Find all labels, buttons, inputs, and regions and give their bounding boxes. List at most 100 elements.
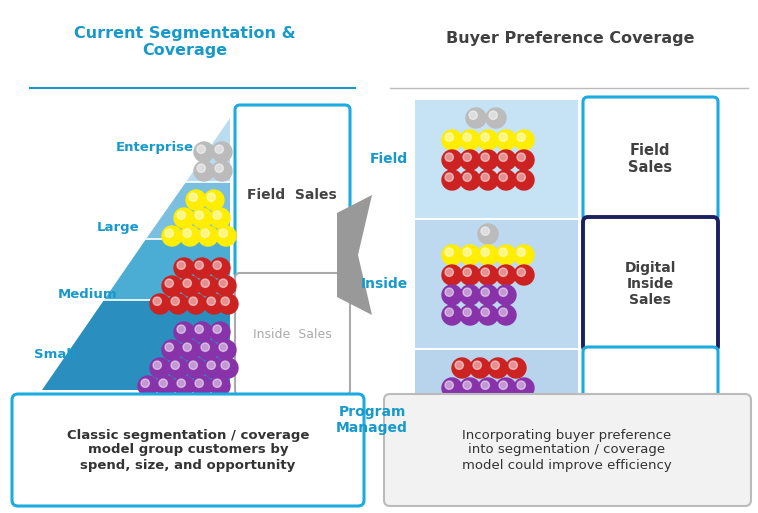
Circle shape [481, 153, 490, 162]
Circle shape [517, 381, 525, 389]
Circle shape [442, 285, 462, 305]
Circle shape [215, 164, 224, 172]
Circle shape [496, 418, 516, 438]
Circle shape [517, 421, 525, 429]
Circle shape [481, 227, 490, 235]
Circle shape [478, 245, 498, 265]
Circle shape [212, 161, 232, 181]
Circle shape [198, 226, 218, 246]
Circle shape [192, 208, 212, 228]
Circle shape [463, 173, 471, 182]
Circle shape [138, 376, 158, 396]
Text: Field
Sales: Field Sales [628, 143, 672, 175]
Circle shape [473, 441, 481, 449]
Circle shape [171, 361, 180, 369]
Circle shape [481, 173, 490, 182]
Circle shape [496, 265, 516, 285]
Circle shape [195, 211, 203, 220]
Circle shape [514, 378, 534, 398]
Circle shape [212, 142, 232, 162]
Circle shape [159, 379, 168, 387]
Circle shape [499, 308, 507, 317]
Circle shape [481, 308, 490, 317]
Circle shape [478, 224, 498, 244]
Circle shape [207, 297, 215, 305]
Circle shape [499, 133, 507, 142]
FancyBboxPatch shape [583, 347, 718, 493]
Circle shape [201, 229, 209, 238]
Circle shape [183, 279, 192, 287]
Circle shape [500, 459, 509, 467]
FancyBboxPatch shape [384, 394, 751, 506]
Circle shape [174, 322, 194, 342]
Circle shape [210, 208, 230, 228]
Circle shape [482, 459, 490, 467]
Polygon shape [42, 300, 230, 390]
Circle shape [153, 297, 161, 305]
Circle shape [496, 398, 516, 418]
Circle shape [174, 376, 194, 396]
Circle shape [162, 340, 182, 360]
Circle shape [506, 438, 526, 458]
Circle shape [445, 308, 453, 317]
Circle shape [460, 305, 480, 325]
Circle shape [517, 153, 525, 162]
Circle shape [215, 145, 224, 153]
Text: Program
Managed: Program Managed [336, 405, 408, 435]
Circle shape [509, 361, 518, 369]
Circle shape [452, 438, 472, 458]
Circle shape [470, 358, 490, 378]
Circle shape [150, 294, 170, 314]
Circle shape [216, 340, 236, 360]
Circle shape [192, 322, 212, 342]
Circle shape [165, 343, 174, 351]
Circle shape [221, 297, 230, 305]
Circle shape [461, 456, 481, 476]
Circle shape [207, 193, 215, 202]
Text: Medium: Medium [58, 288, 117, 302]
Circle shape [174, 208, 194, 228]
FancyBboxPatch shape [12, 394, 364, 506]
Circle shape [174, 258, 194, 278]
Circle shape [198, 340, 218, 360]
Circle shape [177, 325, 186, 333]
Circle shape [445, 421, 453, 429]
Circle shape [460, 285, 480, 305]
Circle shape [499, 421, 507, 429]
Circle shape [496, 170, 516, 190]
Circle shape [186, 358, 206, 378]
Circle shape [195, 325, 203, 333]
Circle shape [213, 211, 221, 220]
Circle shape [180, 226, 200, 246]
Circle shape [221, 361, 230, 369]
Circle shape [180, 340, 200, 360]
FancyBboxPatch shape [583, 97, 718, 221]
Circle shape [218, 358, 238, 378]
Circle shape [478, 170, 498, 190]
Circle shape [506, 358, 526, 378]
Circle shape [455, 441, 463, 449]
Circle shape [496, 245, 516, 265]
Circle shape [445, 133, 453, 142]
Circle shape [496, 305, 516, 325]
Circle shape [478, 378, 498, 398]
Circle shape [478, 150, 498, 170]
Circle shape [514, 170, 534, 190]
Text: Digital
Inside
Sales: Digital Inside Sales [625, 261, 675, 307]
Circle shape [445, 401, 453, 409]
Text: Mktg.: Mktg. [625, 412, 675, 427]
Circle shape [183, 229, 192, 238]
Circle shape [481, 288, 490, 297]
Circle shape [445, 153, 453, 162]
Circle shape [201, 343, 209, 351]
Circle shape [186, 190, 206, 210]
Circle shape [445, 248, 453, 256]
Circle shape [463, 381, 471, 389]
Circle shape [210, 322, 230, 342]
Circle shape [442, 130, 462, 150]
Circle shape [210, 376, 230, 396]
Circle shape [195, 261, 203, 269]
Circle shape [481, 133, 490, 142]
Circle shape [460, 170, 480, 190]
Circle shape [473, 361, 481, 369]
